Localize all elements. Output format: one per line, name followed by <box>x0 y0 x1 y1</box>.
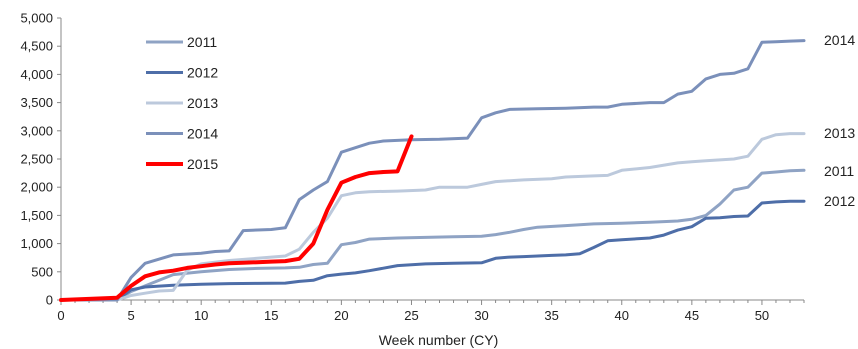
end-label-2014: 2014 <box>824 32 855 48</box>
legend-label-2013: 2013 <box>187 95 218 111</box>
legend-label-2011: 2011 <box>187 34 217 50</box>
end-label-2011: 2011 <box>824 163 854 179</box>
y-axis: 0 500 1,000 1,500 2,000 2,500 3,000 3,500 4,000 4… <box>20 11 62 308</box>
series-line-2012 <box>59 199 806 302</box>
end-label-2012: 2012 <box>824 193 855 209</box>
x-tick-label: 30 <box>474 308 488 323</box>
y-tick-label: 0 <box>46 293 53 308</box>
x-axis: 0 5 10 15 20 25 30 35 40 45 50 Week number (CY) <box>57 299 805 348</box>
x-tick-label: 15 <box>264 308 278 323</box>
x-tick-label: 45 <box>685 308 699 323</box>
x-axis-title: Week number (CY) <box>379 332 499 348</box>
y-tick-label: 1,500 <box>20 208 53 223</box>
legend-label-2015: 2015 <box>187 156 218 172</box>
series-line-2014 <box>59 39 806 302</box>
x-tick-label: 25 <box>404 308 418 323</box>
y-tick-label: 3,000 <box>20 123 53 138</box>
series-end-labels: 2011 2012 2013 2014 <box>824 32 855 209</box>
x-tick-label: 40 <box>615 308 629 323</box>
y-tick-label: 3,500 <box>20 95 53 110</box>
y-tick-group: 0 500 1,000 1,500 2,000 2,500 3,000 3,500 4,000 4… <box>20 11 61 308</box>
x-tick-label: 35 <box>544 308 558 323</box>
x-tick-label: 50 <box>755 308 769 323</box>
y-tick-label: 2,000 <box>20 180 53 195</box>
series-line-2011 <box>59 168 806 302</box>
x-tick-label: 10 <box>194 308 208 323</box>
y-tick-label: 5,000 <box>20 11 53 26</box>
y-tick-label: 4,500 <box>20 39 53 54</box>
legend: 2011 2012 2013 2014 2015 <box>146 34 218 172</box>
series-layer <box>59 39 806 302</box>
x-tick-label: 5 <box>127 308 134 323</box>
y-tick-label: 4,000 <box>20 67 53 82</box>
legend-label-2012: 2012 <box>187 65 218 81</box>
y-tick-label: 500 <box>31 264 53 279</box>
legend-label-2014: 2014 <box>187 126 218 142</box>
series-line-2015 <box>59 134 414 302</box>
x-tick-label: 20 <box>334 308 348 323</box>
end-label-2013: 2013 <box>824 125 855 141</box>
y-tick-label: 1,000 <box>20 236 53 251</box>
x-tick-group: 0 5 10 15 20 25 30 35 40 45 50 <box>57 300 805 323</box>
x-tick-label: 0 <box>57 308 64 323</box>
y-tick-label: 2,500 <box>20 152 53 167</box>
